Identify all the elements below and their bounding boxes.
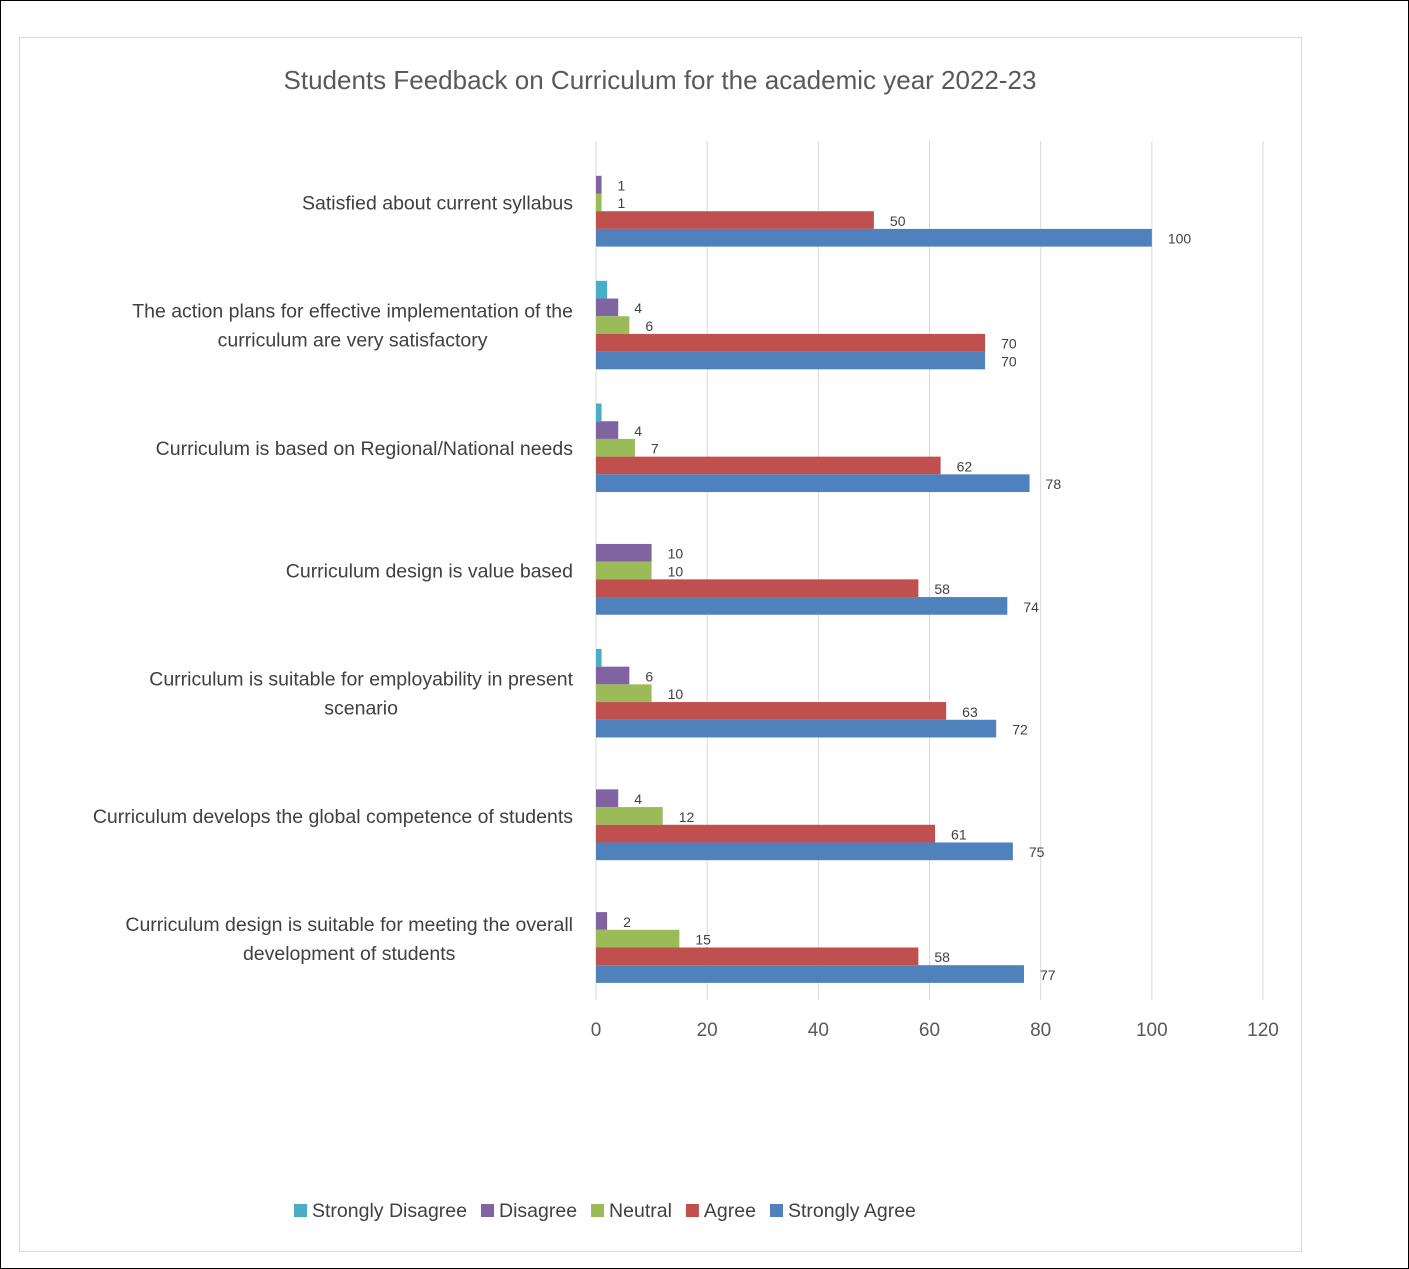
data-label: 63: [962, 704, 978, 720]
bar: [596, 684, 652, 703]
legend-swatch: [294, 1204, 307, 1217]
legend[interactable]: Strongly Disagree Disagree Neutral Agree Str…: [294, 1200, 916, 1222]
data-label: 10: [668, 686, 684, 702]
category-label: Curriculum is suitable for employability…: [149, 669, 573, 691]
data-label: 58: [934, 581, 950, 597]
data-label: 4: [634, 791, 642, 807]
data-label: 1: [618, 195, 626, 211]
legend-item[interactable]: Disagree: [481, 1200, 577, 1222]
category-label: curriculum are very satisfactory: [218, 330, 488, 352]
x-tick-label: 120: [1247, 1020, 1279, 1041]
data-label: 4: [634, 423, 642, 439]
data-label: 77: [1040, 967, 1056, 983]
category-label: Satisfied about current syllabus: [302, 192, 573, 214]
data-label: 4: [634, 300, 642, 316]
bar: [596, 351, 986, 370]
bar: [596, 333, 986, 352]
category-label: Curriculum design is value based: [286, 561, 573, 583]
bar: [596, 561, 652, 580]
category-label: Curriculum design is suitable for meetin…: [125, 914, 573, 936]
bar: [596, 842, 1013, 861]
gridlines: [595, 141, 1264, 1000]
data-label: 10: [668, 563, 684, 579]
bar: [596, 965, 1024, 983]
bar: [596, 666, 630, 685]
legend-label: Disagree: [499, 1200, 577, 1222]
legend-swatch: [591, 1204, 605, 1217]
bar: [596, 579, 919, 598]
data-label: 10: [668, 546, 684, 562]
bar: [596, 193, 602, 212]
data-label: 50: [890, 213, 906, 229]
legend-item[interactable]: Strongly Disagree: [294, 1200, 467, 1222]
x-tick-label: 60: [919, 1020, 940, 1041]
category-labels: Satisfied about current syllabus The acti…: [93, 192, 574, 965]
legend-label: Strongly Agree: [788, 1200, 916, 1222]
data-label: 75: [1029, 844, 1045, 860]
bar: [596, 228, 1152, 247]
chart-title: Students Feedback on Curriculum for the …: [284, 65, 1037, 95]
bar: [596, 211, 874, 229]
x-axis-tick-labels: 0 20 40 60 80 100 120: [591, 1020, 1279, 1041]
bar: [596, 543, 652, 562]
bars: [596, 175, 1152, 983]
data-label: 78: [1046, 476, 1062, 492]
category-label: Curriculum develops the global competenc…: [93, 806, 573, 828]
x-tick-label: 40: [808, 1020, 829, 1041]
data-label: 7: [651, 441, 659, 457]
data-label: 12: [679, 809, 695, 825]
bar: [596, 597, 1008, 615]
legend-swatch: [685, 1204, 699, 1217]
bar: [596, 474, 1030, 493]
legend-swatch: [769, 1204, 783, 1217]
bar: [596, 280, 608, 299]
data-label: 2: [623, 914, 631, 930]
data-label: 62: [957, 458, 973, 474]
category-label: The action plans for effective implement…: [132, 301, 573, 323]
legend-swatch: [481, 1204, 494, 1217]
bar: [596, 403, 602, 422]
bar: [596, 702, 947, 720]
bar: [596, 912, 608, 930]
legend-item[interactable]: Strongly Agree: [769, 1200, 916, 1222]
data-label: 70: [1001, 353, 1017, 369]
bar: [596, 316, 630, 334]
bar: [596, 648, 602, 667]
bar: [596, 175, 602, 194]
bar: [596, 807, 663, 825]
x-tick-label: 20: [697, 1020, 718, 1041]
category-label: development of students: [243, 943, 456, 965]
data-label: 15: [695, 931, 711, 947]
legend-item[interactable]: Agree: [685, 1200, 756, 1222]
legend-label: Strongly Disagree: [312, 1200, 467, 1222]
data-label: 100: [1168, 231, 1192, 247]
bar: [596, 456, 941, 475]
data-label: 6: [645, 318, 653, 334]
category-label: scenario: [324, 698, 398, 720]
category-label: Curriculum is based on Regional/National…: [156, 438, 574, 460]
x-tick-label: 0: [591, 1020, 602, 1041]
bar: [596, 438, 635, 457]
bar: [596, 719, 997, 738]
legend-label: Neutral: [609, 1200, 672, 1222]
bar: [596, 298, 619, 317]
data-label: 58: [934, 949, 950, 965]
data-label: 6: [645, 668, 653, 684]
data-label: 1: [618, 178, 626, 194]
legend-item[interactable]: Neutral: [591, 1200, 672, 1222]
bar: [596, 824, 936, 843]
data-labels: 1150100467070476278101058746106372412617…: [618, 178, 1192, 983]
legend-label: Agree: [704, 1200, 756, 1222]
bar: [596, 789, 619, 808]
x-tick-label: 80: [1030, 1020, 1051, 1041]
data-label: 70: [1001, 336, 1017, 352]
bar: [596, 421, 619, 439]
data-label: 72: [1012, 721, 1028, 737]
data-label: 74: [1023, 599, 1039, 615]
bar: [596, 947, 919, 966]
bar: [596, 929, 680, 948]
data-label: 61: [951, 826, 967, 842]
x-tick-label: 100: [1136, 1020, 1168, 1041]
